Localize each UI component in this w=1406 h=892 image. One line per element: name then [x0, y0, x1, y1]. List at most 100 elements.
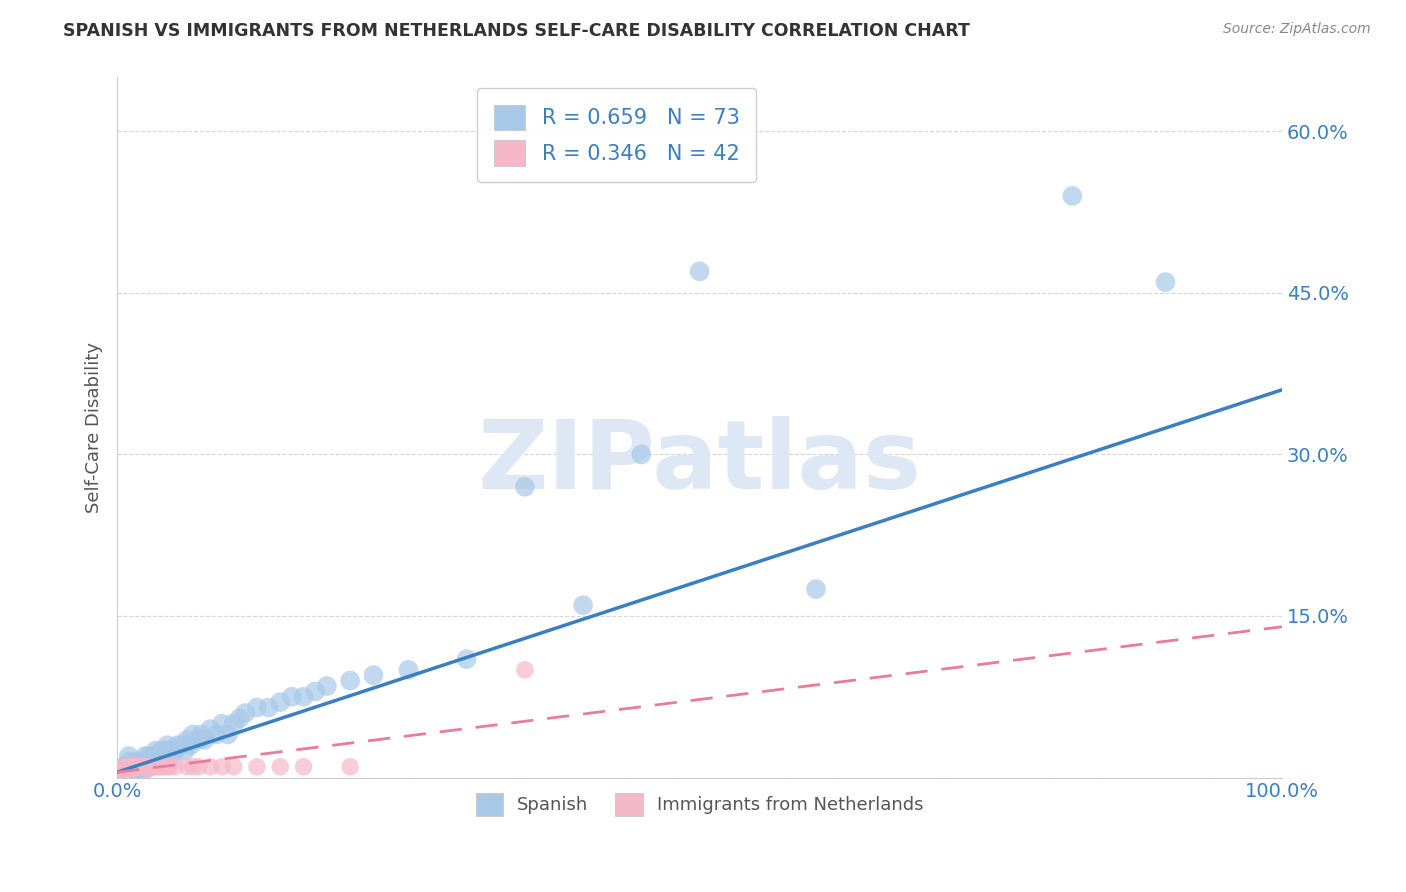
Point: [124, 755, 146, 769]
Point: [138, 749, 160, 764]
Point: [304, 684, 326, 698]
Point: [110, 765, 132, 780]
Point: [120, 762, 142, 776]
Text: Source: ZipAtlas.com: Source: ZipAtlas.com: [1223, 22, 1371, 37]
Point: [111, 760, 134, 774]
Point: [127, 760, 149, 774]
Point: [134, 749, 156, 764]
Point: [114, 762, 136, 776]
Point: [135, 760, 157, 774]
Point: [187, 760, 209, 774]
Point: [160, 749, 183, 764]
Point: [127, 765, 149, 780]
Point: [246, 700, 269, 714]
Point: [269, 695, 291, 709]
Point: [176, 732, 198, 747]
Point: [396, 663, 419, 677]
Point: [124, 760, 146, 774]
Point: [170, 738, 193, 752]
Point: [166, 738, 188, 752]
Point: [292, 760, 315, 774]
Point: [124, 762, 146, 776]
Point: [120, 760, 142, 774]
Point: [118, 760, 141, 774]
Point: [217, 727, 239, 741]
Point: [281, 690, 304, 704]
Point: [111, 765, 134, 780]
Point: [363, 668, 385, 682]
Point: [630, 447, 652, 461]
Point: [134, 760, 156, 774]
Point: [513, 663, 536, 677]
Point: [111, 765, 134, 780]
Point: [187, 732, 209, 747]
Point: [117, 760, 139, 774]
Point: [139, 760, 162, 774]
Point: [145, 744, 167, 758]
Point: [165, 744, 187, 758]
Point: [128, 760, 150, 774]
Point: [128, 757, 150, 772]
Point: [117, 762, 139, 776]
Point: [115, 765, 138, 780]
Point: [112, 765, 135, 780]
Point: [150, 760, 173, 774]
Point: [125, 760, 148, 774]
Text: ZIPatlas: ZIPatlas: [478, 416, 921, 509]
Point: [200, 722, 222, 736]
Point: [129, 760, 152, 774]
Point: [129, 760, 152, 774]
Point: [513, 480, 536, 494]
Point: [339, 673, 361, 688]
Point: [159, 744, 181, 758]
Point: [142, 749, 165, 764]
Point: [125, 760, 148, 774]
Point: [222, 760, 245, 774]
Point: [138, 762, 160, 776]
Point: [339, 760, 361, 774]
Point: [165, 760, 187, 774]
Point: [181, 760, 204, 774]
Point: [315, 679, 337, 693]
Point: [118, 762, 141, 776]
Point: [111, 762, 134, 776]
Point: [145, 760, 167, 774]
Point: [112, 760, 135, 774]
Point: [292, 690, 315, 704]
Point: [122, 760, 145, 774]
Point: [200, 760, 222, 774]
Point: [136, 755, 159, 769]
Legend: Spanish, Immigrants from Netherlands: Spanish, Immigrants from Netherlands: [467, 784, 932, 824]
Point: [118, 765, 141, 780]
Point: [176, 760, 198, 774]
Point: [193, 732, 215, 747]
Point: [118, 760, 141, 774]
Point: [122, 760, 145, 774]
Point: [228, 711, 250, 725]
Point: [150, 744, 173, 758]
Point: [146, 755, 169, 769]
Point: [121, 762, 143, 776]
Point: [1062, 189, 1084, 203]
Point: [146, 760, 169, 774]
Point: [1154, 275, 1177, 289]
Point: [114, 765, 136, 780]
Point: [689, 264, 711, 278]
Point: [156, 738, 179, 752]
Point: [233, 706, 256, 720]
Point: [180, 738, 202, 752]
Point: [152, 749, 174, 764]
Point: [205, 727, 228, 741]
Point: [156, 760, 179, 774]
Point: [131, 765, 153, 780]
Point: [190, 727, 212, 741]
Point: [211, 716, 233, 731]
Point: [181, 727, 204, 741]
Point: [155, 744, 177, 758]
Point: [173, 744, 195, 758]
Point: [121, 765, 143, 780]
Point: [159, 760, 181, 774]
Point: [114, 760, 136, 774]
Point: [115, 762, 138, 776]
Point: [132, 760, 155, 774]
